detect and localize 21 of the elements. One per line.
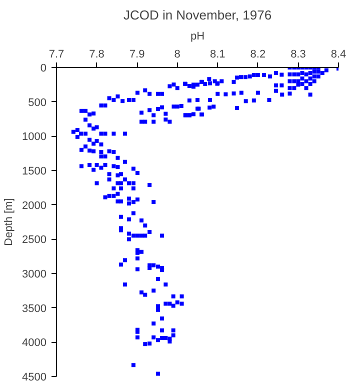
y-tick-label: 0 xyxy=(40,62,47,74)
y-tick-label: 3500 xyxy=(22,302,47,315)
x-tick-label: 7.8 xyxy=(89,48,104,60)
x-axis-title: pH xyxy=(190,30,205,42)
y-tick-label: 4500 xyxy=(22,372,47,384)
chart-title: JCOD in November, 1976 xyxy=(123,8,272,22)
y-tick-label: 2500 xyxy=(22,234,47,246)
x-tick-label: 7.9 xyxy=(129,48,145,60)
x-tick-label: 8.2 xyxy=(250,48,266,60)
y-tick-label: 2000 xyxy=(22,200,47,212)
y-tick-label: 500 xyxy=(28,96,47,109)
x-tick-label: 8 xyxy=(174,48,180,60)
x-tick-label: 8.1 xyxy=(210,48,226,60)
y-tick-label: 3000 xyxy=(22,268,47,280)
y-tick-label: 4000 xyxy=(22,337,47,350)
y-tick-label: 1500 xyxy=(22,166,47,178)
x-tick-label: 7.7 xyxy=(48,48,64,60)
y-axis-title: Depth [m] xyxy=(3,198,16,246)
y-tick-label: 1000 xyxy=(22,131,47,144)
x-tick-label: 8.3 xyxy=(290,48,306,60)
x-tick-label: 8.4 xyxy=(330,48,346,60)
